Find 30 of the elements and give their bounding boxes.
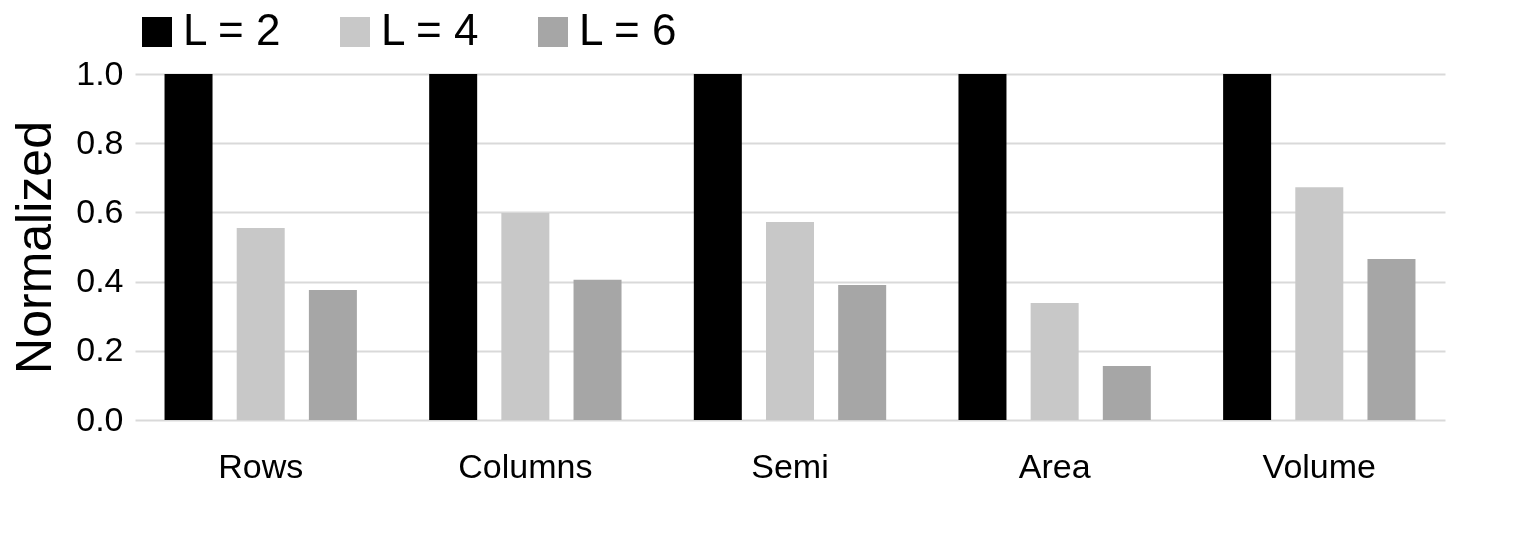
bar	[958, 74, 1007, 420]
bar	[308, 289, 357, 420]
x-tick-label: Columns	[458, 446, 593, 485]
legend-label: L = 6	[579, 5, 677, 54]
bar	[766, 222, 814, 420]
bar	[429, 74, 478, 420]
y-tick-label: 0.4	[76, 261, 124, 300]
legend-label: L = 4	[381, 5, 479, 54]
y-tick-label: 0.6	[76, 191, 124, 230]
bar	[1030, 303, 1079, 420]
bar	[838, 285, 887, 420]
x-tick-label: Area	[1018, 446, 1091, 485]
y-tick-label: 0.0	[76, 399, 124, 438]
bar	[1367, 259, 1416, 420]
bar	[1295, 187, 1344, 420]
bar	[1102, 366, 1151, 420]
legend-label: L = 2	[183, 5, 281, 54]
x-tick-label: Semi	[751, 446, 829, 485]
x-tick-label: Rows	[218, 446, 304, 485]
y-tick-label: 0.8	[76, 122, 124, 161]
y-axis-title: Normalized	[6, 121, 63, 374]
bar	[693, 74, 742, 420]
bar	[164, 74, 213, 420]
x-tick-label: Volume	[1262, 446, 1376, 485]
y-tick-label: 0.2	[76, 330, 124, 369]
bar	[1223, 74, 1272, 420]
bar	[573, 279, 622, 420]
bar	[236, 227, 285, 420]
y-tick-label: 1.0	[76, 53, 124, 92]
bar	[501, 213, 550, 420]
